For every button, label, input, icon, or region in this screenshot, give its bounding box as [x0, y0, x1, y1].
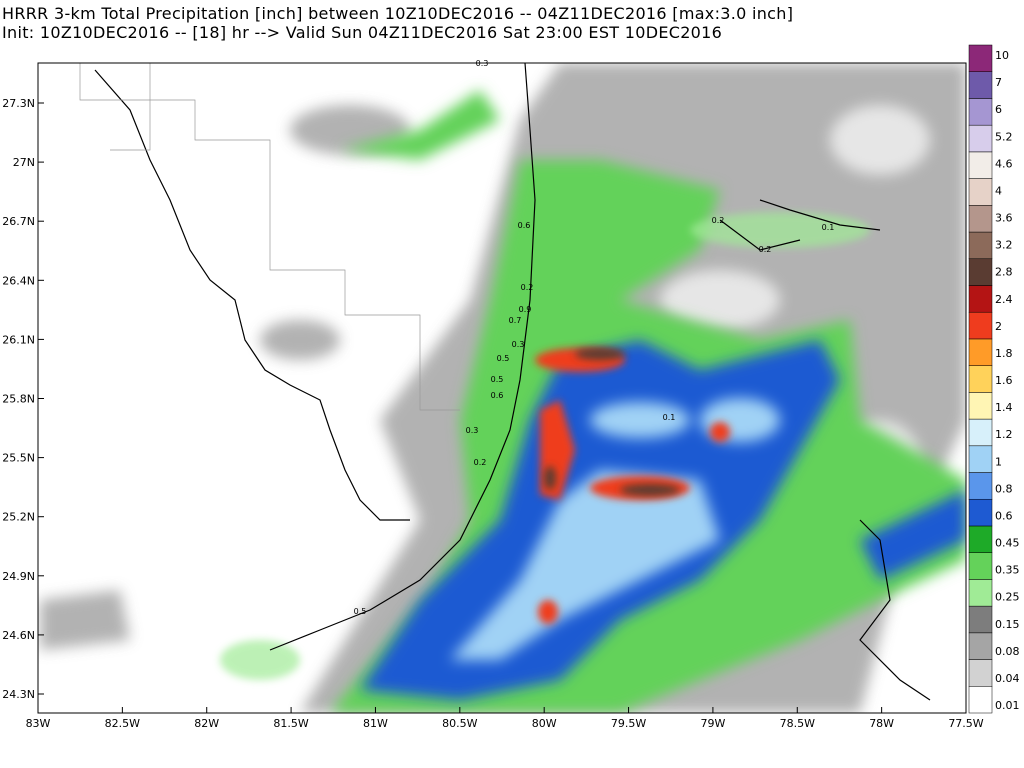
colorbar-box: [968, 98, 993, 126]
x-tick-label: 78W: [869, 717, 894, 730]
y-tick-label: 26.1N: [2, 333, 35, 346]
colorbar-label: 3.6: [995, 212, 1013, 225]
colorbar-label: 4: [995, 184, 1002, 197]
contour-label: 0.2: [759, 245, 772, 254]
colorbar-box: [968, 338, 993, 366]
contour-label: 0.6: [518, 221, 531, 230]
x-tick-label: 80W: [532, 717, 557, 730]
colorbar-label: 1.2: [995, 428, 1013, 441]
colorbar-box: [968, 178, 993, 206]
map-field: [38, 63, 966, 713]
contour-labels: 0.30.60.20.90.70.30.50.50.60.30.20.10.20…: [354, 59, 835, 616]
colorbar-box: [968, 605, 993, 634]
colorbar-label: 0.45: [995, 537, 1020, 550]
colorbar-box: [968, 525, 993, 553]
colorbar-box: [968, 632, 993, 660]
colorbar-label: 1.4: [995, 401, 1013, 414]
colorbar-label: 0.25: [995, 591, 1020, 604]
colorbar-label: 1.6: [995, 374, 1013, 387]
colorbar-box: [968, 579, 993, 607]
contour-label: 0.5: [491, 375, 504, 384]
contour-label: 0.7: [509, 316, 522, 325]
colorbar-box: [968, 365, 993, 393]
contour-label: 0.2: [712, 216, 725, 225]
colorbar-label: 0.8: [995, 482, 1013, 495]
colorbar-label: 0.35: [995, 564, 1020, 577]
colorbar-box: [968, 418, 993, 447]
colorbar-box: [968, 44, 993, 72]
colorbar-box: [968, 151, 993, 179]
y-tick-label: 27N: [13, 156, 35, 169]
contour-label: 0.1: [822, 223, 835, 232]
colorbar-label: 3.2: [995, 239, 1013, 252]
colorbar-box: [968, 71, 993, 99]
map-ticks: 83W 82.5W 82W 81.5W 81W 80.5W 80W 79.5W 79W 78.5W…: [2, 97, 984, 730]
colorbar-label: 2.4: [995, 293, 1013, 306]
x-tick-label: 82W: [194, 717, 219, 730]
x-tick-label: 81.5W: [273, 717, 308, 730]
colorbar-box: [968, 285, 993, 313]
colorbar-box: [968, 445, 993, 473]
colorbar-box: [968, 498, 993, 527]
contour-label: 0.6: [491, 391, 504, 400]
y-tick-label: 25.2N: [2, 511, 35, 524]
contour-label: 0.3: [512, 340, 525, 349]
x-tick-label: 79W: [700, 717, 725, 730]
title-line2: Init: 10Z10DEC2016 -- [18] hr --> Valid …: [2, 23, 722, 42]
colorbar-label: 6: [995, 103, 1002, 116]
y-tick-label: 26.4N: [2, 274, 35, 287]
colorbar-box: [968, 311, 993, 340]
colorbar-box: [968, 472, 993, 500]
contour-label: 0.3: [466, 426, 479, 435]
y-tick-label: 24.6N: [2, 629, 35, 642]
colorbar-label: 10: [995, 49, 1009, 62]
colorbar-label: 2.8: [995, 266, 1013, 279]
colorbar-box: [968, 205, 993, 233]
map-frame: [37, 62, 967, 714]
colorbar-label: 7: [995, 76, 1002, 89]
x-tick-label: 83W: [26, 717, 51, 730]
x-tick-label: 77.5W: [948, 717, 983, 730]
colorbar-label: 0.04: [995, 672, 1020, 685]
contour-label: 0.9: [519, 305, 532, 314]
colorbar-label: 0.08: [995, 645, 1020, 658]
colorbar-label: 1: [995, 455, 1002, 468]
colorbar-label: 0.6: [995, 509, 1013, 522]
y-tick-label: 25.5N: [2, 452, 35, 465]
title-line1: HRRR 3-km Total Precipitation [inch] bet…: [2, 4, 793, 23]
colorbar-box: [968, 258, 993, 286]
y-tick-label: 26.7N: [2, 215, 35, 228]
x-tick-label: 82.5W: [105, 717, 140, 730]
contour-label: 0.3: [476, 59, 489, 68]
y-tick-label: 27.3N: [2, 97, 35, 110]
colorbar-label: 5.2: [995, 130, 1013, 143]
colorbar-box: [968, 392, 993, 420]
colorbar-label: 4.6: [995, 157, 1013, 170]
colorbar-label: 0.01: [995, 699, 1020, 712]
x-tick-label: 78.5W: [780, 717, 815, 730]
contour-label: 0.2: [474, 458, 487, 467]
colorbar-label: 0.15: [995, 618, 1020, 631]
contour-label: 0.5: [354, 607, 367, 616]
colorbar-box: [968, 231, 993, 260]
colorbar-box: [968, 686, 993, 714]
colorbar-label: 1.8: [995, 347, 1013, 360]
contour-label: 0.2: [521, 283, 534, 292]
x-tick-label: 81W: [363, 717, 388, 730]
colorbar-label: 2: [995, 320, 1002, 333]
colorbar-box: [968, 552, 993, 580]
colorbar: 0.01 0.04 0.08 0.15 0.25 0.35 0.45 0.6 0.8 1 1.2 1.…: [968, 44, 1020, 714]
x-tick-label: 79.5W: [611, 717, 646, 730]
colorbar-box: [968, 124, 993, 153]
y-tick-label: 24.3N: [2, 688, 35, 701]
x-tick-label: 80.5W: [442, 717, 477, 730]
y-tick-label: 25.8N: [2, 393, 35, 406]
colorbar-box: [968, 659, 993, 687]
contour-label: 0.5: [497, 354, 510, 363]
y-tick-label: 24.9N: [2, 570, 35, 583]
contour-label: 0.1: [663, 413, 676, 422]
